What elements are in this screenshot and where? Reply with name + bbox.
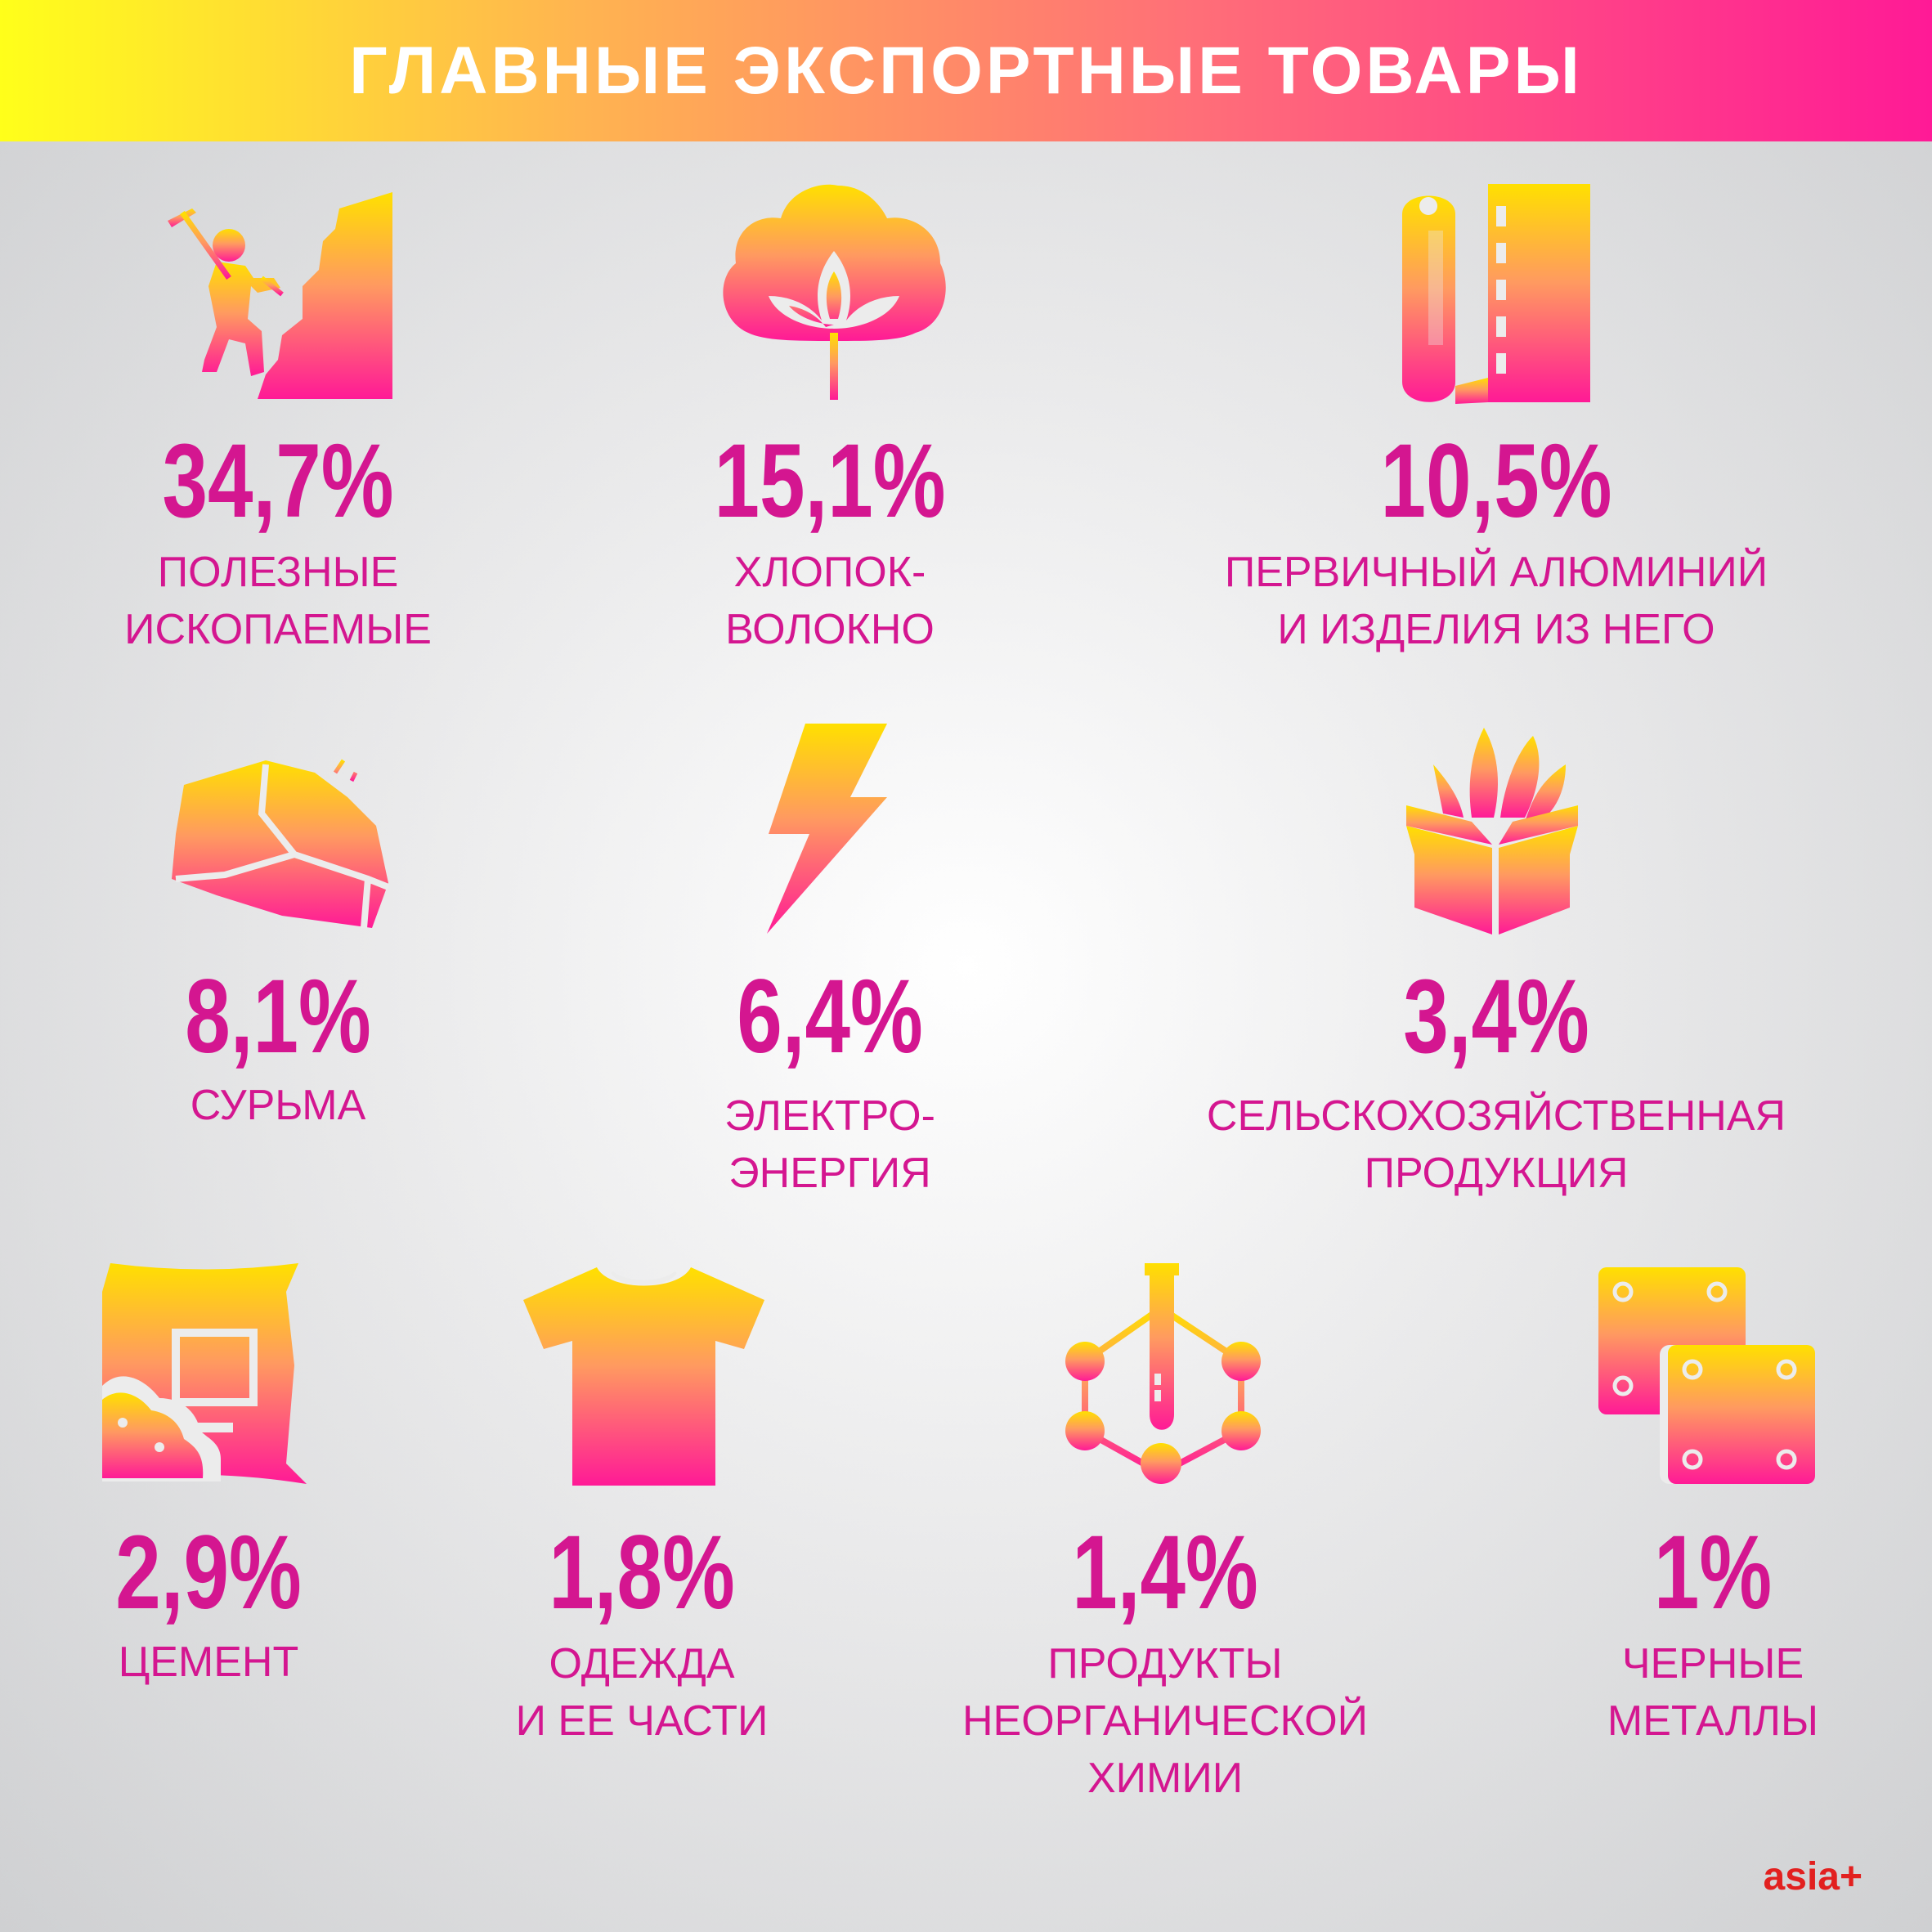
ore-rock-icon [168, 756, 392, 936]
percent-value: 1,8% [549, 1514, 735, 1631]
item-label: ЦЕМЕНТ [118, 1638, 299, 1686]
percent-value: 6,4% [737, 958, 923, 1075]
tshirt-icon [519, 1263, 769, 1488]
percent-value: 1% [1653, 1514, 1773, 1631]
percent-value: 2,9% [115, 1514, 302, 1631]
item-label: ПРОДУКТЫ НЕОРГАНИЧЕСКОЙ ХИМИИ [962, 1640, 1369, 1802]
crops-box-icon [1402, 715, 1582, 936]
percent-value: 3,4% [1403, 958, 1589, 1075]
percent-value: 10,5% [1380, 423, 1612, 540]
miner-icon [159, 188, 397, 405]
item-label: ЭЛЕКТРО- ЭНЕРГИЯ [724, 1092, 935, 1197]
cement-bag-icon [98, 1259, 311, 1484]
aluminium-roll-icon [1398, 182, 1594, 406]
lightning-icon [760, 719, 891, 936]
test-tube-molecule-icon [1063, 1259, 1263, 1484]
percent-value: 15,1% [714, 423, 946, 540]
percent-value: 1,4% [1072, 1514, 1258, 1631]
header-banner: ГЛАВНЫЕ ЭКСПОРТНЫЕ ТОВАРЫ [0, 0, 1932, 141]
metal-plates-icon [1594, 1263, 1819, 1488]
item-label: ЧЕРНЫЕ МЕТАЛЛЫ [1607, 1640, 1819, 1745]
item-label: ОДЕЖДА И ЕЕ ЧАСТИ [515, 1640, 769, 1745]
item-label: ХЛОПОК- ВОЛОКНО [725, 549, 935, 653]
page-title: ГЛАВНЫЕ ЭКСПОРТНЫЕ ТОВАРЫ [349, 33, 1583, 108]
percent-value: 34,7% [162, 423, 394, 540]
item-label: ПОЛЕЗНЫЕ ИСКОПАЕМЫЕ [124, 549, 432, 653]
item-label: СУРЬМА [190, 1082, 366, 1129]
brand-logo: asia+ [1763, 1855, 1863, 1898]
item-label: ПЕРВИЧНЫЙ АЛЮМИНИЙ И ИЗДЕЛИЯ ИЗ НЕГО [1224, 549, 1768, 653]
cotton-icon [715, 182, 953, 402]
item-label: СЕЛЬСКОХОЗЯЙСТВЕННАЯ ПРОДУКЦИЯ [1206, 1092, 1786, 1197]
percent-value: 8,1% [185, 958, 371, 1075]
